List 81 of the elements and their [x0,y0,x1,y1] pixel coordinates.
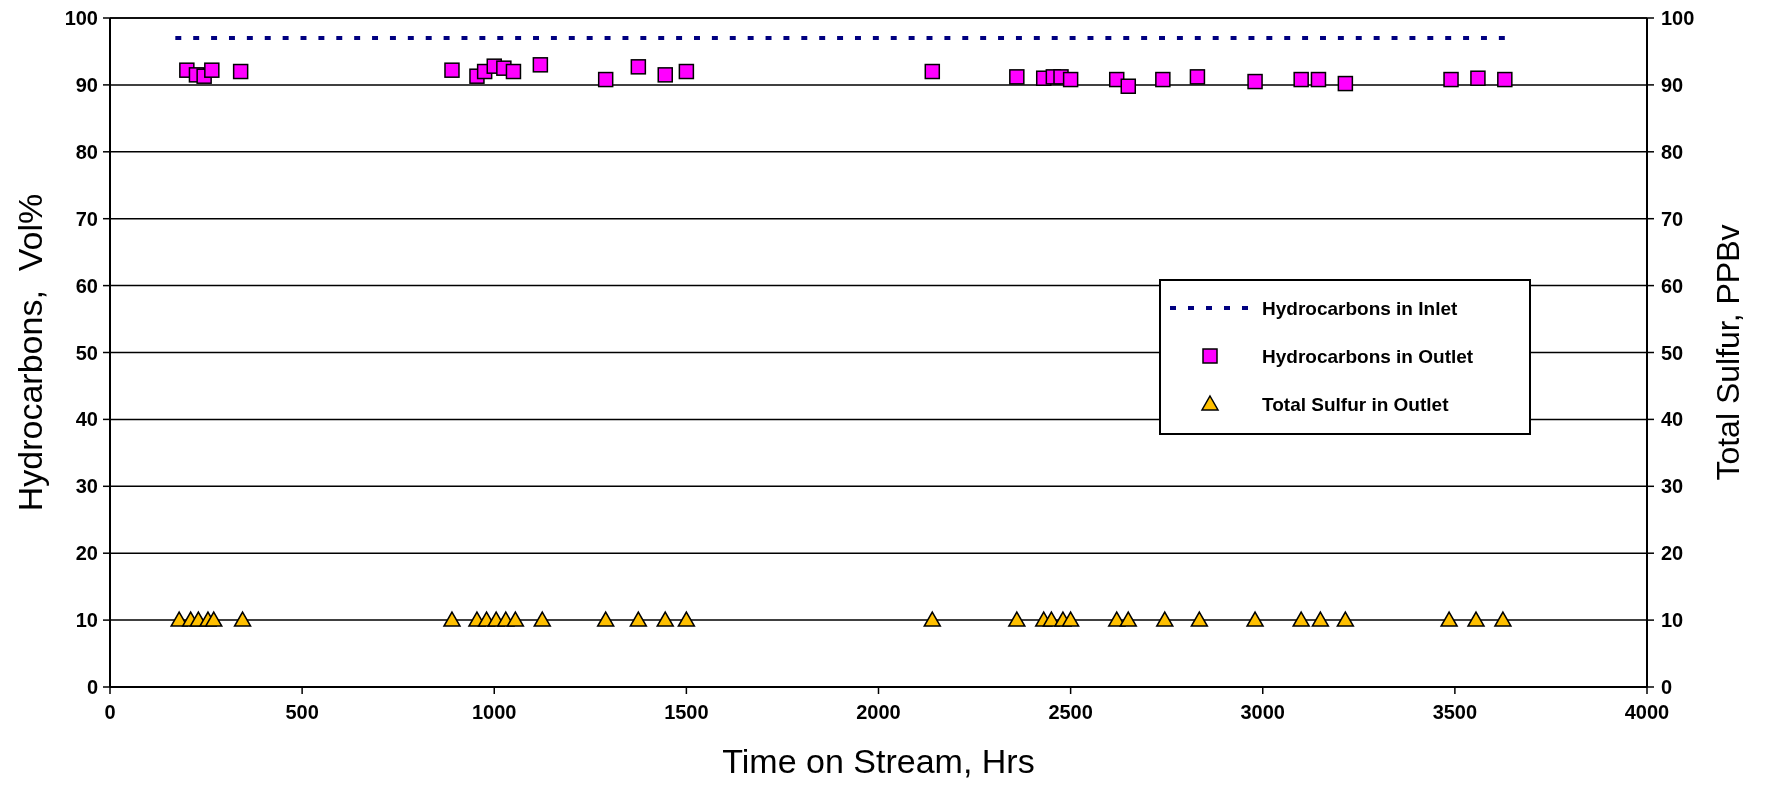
point [678,63,695,80]
point [1311,611,1330,627]
y-tick-label: 80 [75,140,98,163]
x-axis-title: Time on Stream, Hrs [722,742,1035,780]
point [677,611,696,627]
point [1336,611,1355,627]
point [1009,69,1025,85]
point [1337,75,1354,92]
y2-tick-label: 40 [1661,408,1684,431]
y2-tick-label: 10 [1661,609,1684,632]
point [1120,78,1137,94]
point [1189,69,1206,85]
point [1494,611,1512,627]
point [1155,71,1171,88]
y2-tick-label: 0 [1661,676,1673,698]
x-tick-label: 0 [104,701,116,723]
y2-tick-label: 30 [1661,475,1684,498]
point [1008,611,1026,627]
point [506,611,525,627]
y-tick-label: 100 [64,7,98,29]
x-tick-label: 2000 [856,701,901,723]
point [1497,71,1513,88]
point [1443,71,1459,88]
point [1119,611,1138,627]
point [923,611,942,627]
x-tick-label: 3000 [1240,701,1285,723]
y2-tick-label: 90 [1661,73,1684,96]
y-tick-label: 40 [75,408,98,431]
point [1293,71,1309,88]
point [204,62,220,78]
y2-axis-title: Total Sulfur, PPBv [1710,224,1746,481]
y-tick-label: 50 [75,341,98,364]
y2-tick-label: 60 [1661,274,1684,297]
point [1470,70,1486,86]
point [629,611,648,627]
x-tick-label: 1500 [664,701,709,723]
point [232,63,249,80]
legend-label: Hydrocarbons in Inlet [1262,298,1458,319]
y2-tick-label: 70 [1661,207,1684,230]
y-tick-label: 60 [75,274,98,297]
y-tick-label: 70 [75,207,98,230]
point [1062,71,1079,88]
y-tick-label: 0 [86,676,98,698]
x-tick-label: 500 [285,701,319,723]
point [596,611,615,627]
point [1246,611,1264,627]
point [1310,71,1327,88]
y-tick-label: 90 [75,73,98,96]
y-tick-label: 30 [75,475,98,498]
y2-tick-label: 100 [1661,7,1695,29]
point [443,611,461,627]
point [205,611,223,627]
legend-label: Hydrocarbons in Outlet [1262,346,1474,367]
point [1156,611,1174,627]
y-tick-label: 20 [75,542,98,565]
point [630,59,647,75]
point [533,611,552,627]
y-axis-title: Hydrocarbons, Vol% [11,193,49,512]
x-tick-label: 1000 [472,701,517,723]
point [1292,611,1310,627]
y-tick-label: 10 [75,609,98,632]
point [233,611,252,627]
point [1247,73,1263,90]
point [532,57,549,73]
point [1467,611,1485,627]
point [656,611,674,627]
y2-tick-label: 80 [1661,140,1684,163]
point [1061,611,1080,627]
point [657,67,673,83]
y2-tick-label: 50 [1661,341,1684,364]
point [1190,611,1209,627]
x-tick-label: 4000 [1624,701,1670,723]
point [505,63,522,80]
legend-label: Total Sulfur in Outlet [1262,394,1450,415]
x-tick-label: 2500 [1048,701,1093,723]
y2-tick-label: 20 [1661,542,1684,565]
point [1440,611,1458,627]
point [597,71,614,88]
x-tick-label: 3500 [1432,701,1478,723]
point [444,62,460,78]
point [924,63,941,80]
